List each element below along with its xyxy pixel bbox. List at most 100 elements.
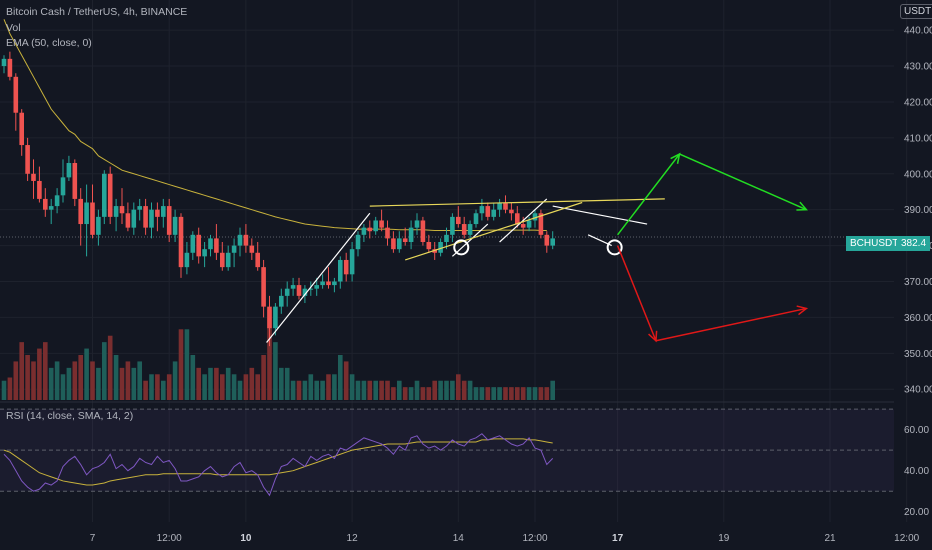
candle xyxy=(96,209,101,246)
candle-body xyxy=(273,306,278,329)
candle-body xyxy=(161,206,166,217)
candle-body xyxy=(220,252,225,268)
candle-body xyxy=(125,213,131,228)
candle-body xyxy=(1,58,7,67)
candle-body xyxy=(90,202,95,235)
candle-body xyxy=(43,198,48,210)
arrow-head xyxy=(648,330,658,343)
x-tick-label: 19 xyxy=(718,533,730,544)
candle xyxy=(60,159,66,203)
candle-body xyxy=(25,145,30,174)
candle-body xyxy=(255,252,260,268)
candle xyxy=(361,224,367,242)
volume-bar xyxy=(515,387,520,400)
candle-body xyxy=(391,238,396,250)
candle xyxy=(438,238,443,257)
volume-bar xyxy=(166,374,172,400)
candle xyxy=(243,224,249,253)
candle xyxy=(408,220,414,250)
candle-body xyxy=(155,209,160,217)
candle-body xyxy=(550,238,555,246)
candle-body xyxy=(208,238,213,250)
candle-body xyxy=(420,220,426,242)
candle-body xyxy=(96,216,101,235)
candle-body xyxy=(166,206,172,235)
candle xyxy=(125,202,131,232)
volume-bar xyxy=(497,387,502,400)
candle-body xyxy=(497,202,502,210)
candle xyxy=(338,256,343,289)
candle xyxy=(90,184,95,239)
volume-bar xyxy=(355,380,361,400)
candle-body xyxy=(520,224,526,228)
ema-polyline xyxy=(3,19,547,232)
currency-button[interactable]: USDT xyxy=(900,4,932,19)
rsi-pane xyxy=(0,408,894,497)
volume-bar xyxy=(243,374,249,400)
candle xyxy=(208,234,213,257)
candle-body xyxy=(461,224,467,235)
volume-bar xyxy=(503,387,508,400)
volume-bar xyxy=(385,380,390,400)
candle-body xyxy=(72,163,78,199)
volume-bar xyxy=(196,367,201,400)
candle xyxy=(225,245,231,271)
volume-bar xyxy=(509,387,514,400)
candle-body xyxy=(532,213,538,221)
drawings[interactable] xyxy=(266,152,809,343)
volume-bar xyxy=(202,374,207,400)
candle xyxy=(355,231,361,257)
candle xyxy=(19,109,24,156)
x-tick-label: 12:00 xyxy=(157,533,182,544)
candle xyxy=(231,238,237,268)
candle xyxy=(107,166,113,225)
candle-body xyxy=(397,238,402,250)
volume-bar xyxy=(102,342,107,400)
volume-bar xyxy=(279,367,284,400)
candle-body xyxy=(379,220,384,228)
volume-bar xyxy=(84,348,89,400)
volume-bars xyxy=(1,310,555,400)
volume-bar xyxy=(290,380,296,400)
x-tick-label: 12:00 xyxy=(894,533,919,544)
candle xyxy=(249,238,255,260)
candle-body xyxy=(196,234,201,257)
volume-bar xyxy=(119,367,125,400)
marker-circle xyxy=(453,239,470,256)
volume-bar xyxy=(420,387,426,400)
candle xyxy=(444,227,449,250)
volume-bar xyxy=(90,361,95,400)
candles[interactable] xyxy=(1,51,555,347)
volume-bar xyxy=(125,361,131,400)
volume-bar xyxy=(161,380,166,400)
candle xyxy=(66,155,72,181)
candle xyxy=(503,195,508,214)
x-tick-label: 7 xyxy=(90,533,96,544)
volume-bar xyxy=(426,387,432,400)
volume-bar xyxy=(7,377,13,400)
candle xyxy=(237,227,243,257)
volume-bar xyxy=(473,387,479,400)
candle-body xyxy=(267,306,272,329)
ema-line xyxy=(3,19,547,232)
candle xyxy=(367,220,373,239)
volume-bar xyxy=(314,380,319,400)
candle xyxy=(131,202,137,235)
candle-body xyxy=(450,216,455,235)
candle-body xyxy=(491,209,496,217)
candle xyxy=(37,166,42,203)
rsi-tick-label: 60.00 xyxy=(904,425,929,436)
candle-body xyxy=(48,206,54,210)
volume-bar xyxy=(96,367,101,400)
candle xyxy=(426,234,432,253)
candle-body xyxy=(456,216,461,225)
candle xyxy=(143,198,148,235)
candle xyxy=(373,216,378,235)
candle xyxy=(308,281,314,296)
vol-legend: Vol xyxy=(6,22,21,34)
candle xyxy=(473,209,479,228)
chart-title: Bitcoin Cash / TetherUS, 4h, BINANCE xyxy=(6,6,188,18)
rsi-tick-label: 40.00 xyxy=(904,466,929,477)
candle xyxy=(31,159,36,199)
